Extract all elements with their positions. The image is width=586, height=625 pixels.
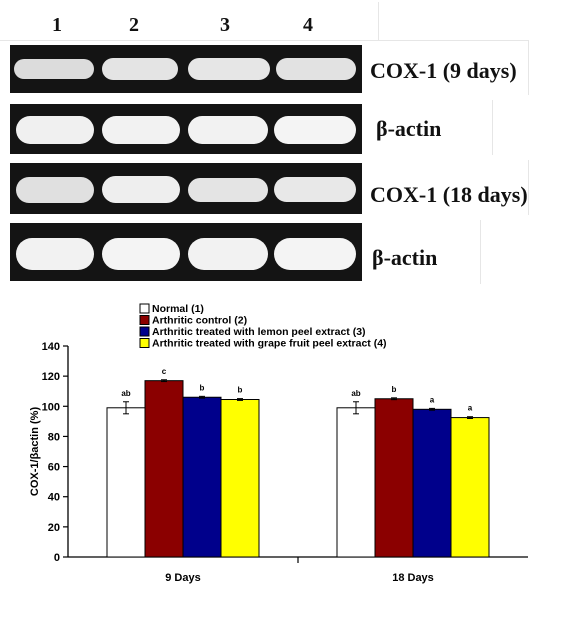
- lane-number-1: 1: [52, 14, 62, 36]
- legend-entry: Arthritic control (2): [152, 315, 247, 327]
- y-tick-label: 60: [48, 462, 60, 474]
- gel-band: [188, 58, 270, 80]
- bar: [182, 396, 222, 558]
- bar: [106, 407, 146, 558]
- lane-number-2: 2: [129, 14, 139, 36]
- significance-letter: ab: [351, 389, 360, 398]
- legend-swatch: [139, 338, 150, 348]
- legend-swatch: [139, 326, 150, 337]
- x-category-label: 18 Days: [392, 572, 434, 584]
- significance-letter: c: [162, 367, 167, 376]
- panel-edge: [492, 100, 493, 155]
- significance-letter: b: [200, 383, 205, 392]
- gel-strip-cox1-18-days: [10, 163, 362, 214]
- y-tick-label: 40: [48, 492, 60, 504]
- lane-number-3: 3: [220, 14, 230, 36]
- legend-entry: Normal (1): [152, 303, 204, 315]
- y-tick-label: 140: [42, 341, 60, 353]
- y-tick-label: 80: [48, 431, 60, 443]
- gel-label-beta-actin-1: β-actin: [376, 116, 442, 141]
- panel-edge: [528, 40, 529, 95]
- legend-entry: Arthritic treated with grape fruit peel …: [152, 338, 387, 350]
- y-axis-label: COX-1/βactin (%): [29, 407, 41, 497]
- bar: [374, 398, 414, 558]
- legend-swatch: [139, 303, 150, 314]
- significance-letter: a: [430, 395, 435, 404]
- bar: [412, 408, 452, 558]
- legend-entry: Arthritic treated with lemon peel extrac…: [152, 326, 366, 338]
- significance-letter: b: [238, 386, 243, 395]
- gel-strip-cox1-9-days: [10, 45, 362, 93]
- y-tick-label: 0: [54, 552, 60, 564]
- gel-label-cox1-18-days: COX-1 (18 days): [370, 182, 528, 207]
- gel-label-beta-actin-2: β-actin: [372, 245, 438, 270]
- gel-band: [274, 116, 356, 144]
- gel-band: [276, 58, 356, 80]
- y-tick-label: 100: [42, 401, 60, 413]
- gel-label-cox1-9-days: COX-1 (9 days): [370, 58, 517, 83]
- gel-band: [16, 238, 94, 270]
- gel-band: [14, 59, 94, 79]
- y-tick-label: 20: [48, 522, 60, 534]
- gel-strip-beta-actin-1: [10, 104, 362, 154]
- gel-band: [102, 238, 180, 270]
- gel-band: [188, 238, 268, 270]
- chart-bars: ab c b b ab b a a: [106, 367, 490, 558]
- significance-letter: a: [468, 404, 473, 413]
- bar: [450, 417, 490, 558]
- y-tick-label: 120: [42, 371, 60, 383]
- bar: [144, 380, 184, 558]
- significance-letter: ab: [121, 389, 130, 398]
- gel-band: [16, 177, 94, 203]
- gel-band: [102, 176, 180, 203]
- panel-edge: [378, 2, 379, 40]
- gel-strip-beta-actin-2: [10, 223, 362, 281]
- panel-edge: [528, 160, 529, 215]
- bar: [220, 399, 260, 558]
- panel-edge: [0, 40, 528, 41]
- gel-band: [274, 238, 356, 270]
- gel-band: [188, 178, 268, 202]
- legend-swatch: [139, 315, 150, 325]
- gel-band: [188, 116, 268, 144]
- gel-band: [274, 177, 356, 202]
- gel-band: [16, 116, 94, 144]
- gel-band: [102, 58, 178, 80]
- significance-letter: b: [392, 385, 397, 394]
- chart-legend: Normal (1)Arthritic control (2)Arthritic…: [139, 303, 387, 350]
- gel-band: [102, 116, 180, 144]
- panel-edge: [480, 220, 481, 284]
- x-category-label: 9 Days: [165, 572, 200, 584]
- lane-number-4: 4: [303, 14, 313, 36]
- bar: [336, 407, 376, 558]
